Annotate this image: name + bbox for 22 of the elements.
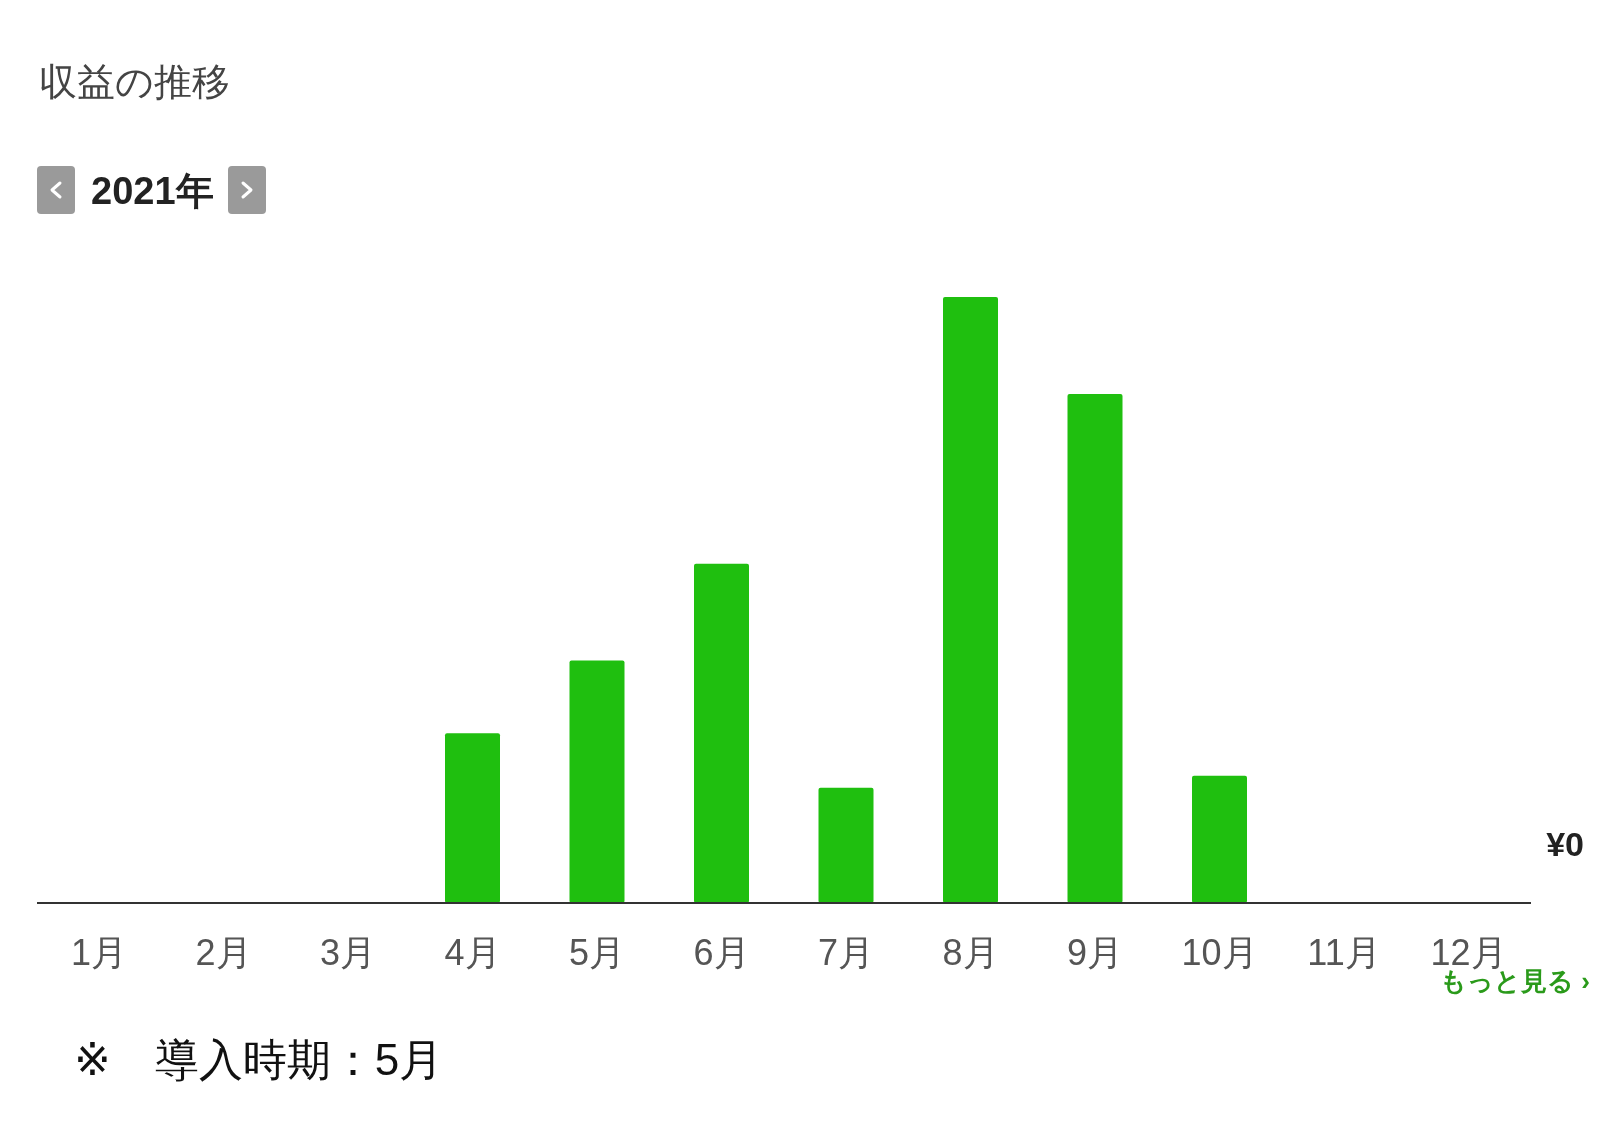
- bar: [943, 297, 998, 903]
- bar: [818, 787, 874, 903]
- text: ¥0: [1546, 825, 1584, 863]
- bar: [1067, 393, 1123, 903]
- bar: [1192, 775, 1247, 903]
- x-tick-label: 7月: [817, 932, 875, 973]
- bar: [445, 733, 500, 903]
- bar: [569, 660, 625, 903]
- x-tick-label: 10月: [1181, 932, 1258, 973]
- bar: [694, 563, 749, 903]
- x-tick-label: 8月: [942, 932, 999, 973]
- x-tick-label: 3月: [319, 932, 377, 973]
- x-tick-label: 1月: [70, 932, 128, 973]
- x-tick-label: 4月: [444, 932, 501, 973]
- x-tick-label: 9月: [1066, 932, 1124, 973]
- chart-subtitle: 2021年: [91, 170, 214, 212]
- text: ※ 導入時期：5月: [74, 1035, 444, 1084]
- chart-title: 収益の推移: [39, 61, 230, 103]
- x-tick-label: 6月: [693, 932, 750, 973]
- x-tick-label: 5月: [568, 932, 626, 973]
- x-tick-label: 11月: [1307, 932, 1381, 973]
- x-tick-label: 2月: [195, 932, 252, 973]
